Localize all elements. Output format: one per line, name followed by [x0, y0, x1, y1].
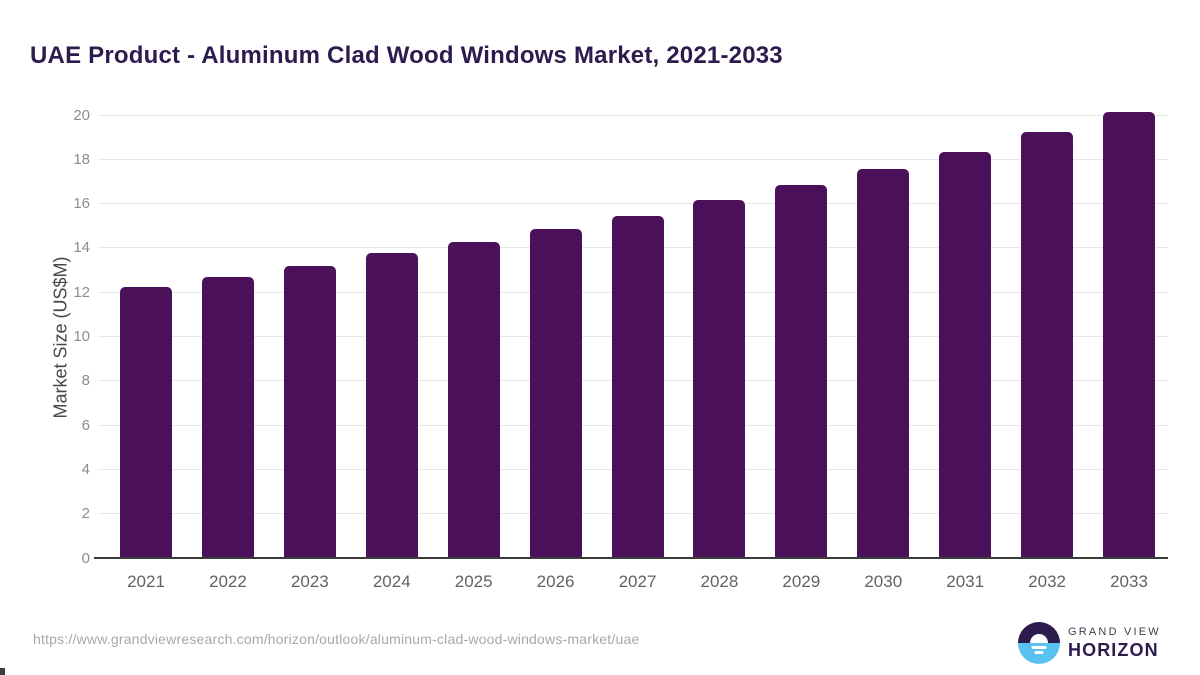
sun-reflection-bar: [1034, 651, 1044, 654]
x-tick-2030: 2030: [864, 572, 903, 591]
x-tick-2024: 2024: [372, 572, 411, 591]
y-tick-10: 10: [73, 328, 90, 345]
y-tick-6: 6: [81, 416, 90, 434]
bar-2022[interactable]: [201, 276, 254, 558]
bar-2023[interactable]: [283, 265, 336, 558]
x-tick-2025: 2025: [454, 572, 493, 591]
sun-reflection-bar: [1031, 646, 1047, 649]
logo-product-name: HORIZON: [1068, 639, 1159, 660]
x-tick-2029: 2029: [782, 572, 821, 591]
bar-2026[interactable]: [529, 229, 582, 558]
source-url: https://www.grandviewresearch.com/horizo…: [33, 631, 640, 647]
x-tick-2027: 2027: [618, 572, 657, 591]
bar-2031[interactable]: [939, 151, 992, 558]
y-tick-8: 8: [81, 372, 90, 390]
y-tick-20: 20: [73, 106, 90, 124]
x-tick-2023: 2023: [290, 572, 329, 591]
y-tick-2: 2: [81, 505, 90, 523]
y-tick-4: 4: [81, 460, 90, 478]
x-tick-2033: 2033: [1110, 572, 1148, 591]
bar-2021[interactable]: [120, 286, 172, 558]
grand-view-horizon-logo: GRAND VIEW HORIZON: [1018, 622, 1161, 664]
sun-icon: [1030, 634, 1048, 643]
y-tick-16: 16: [73, 195, 90, 213]
bar-2025[interactable]: [447, 242, 500, 558]
bar-2027[interactable]: [611, 215, 664, 558]
x-tick-2026: 2026: [536, 572, 575, 591]
bar-2030[interactable]: [857, 169, 910, 558]
bar-2032[interactable]: [1021, 131, 1074, 558]
x-tick-2031: 2031: [946, 572, 985, 591]
logo-text: GRAND VIEW HORIZON: [1068, 626, 1161, 661]
x-tick-2028: 2028: [700, 572, 739, 591]
horizon-sunrise-icon: [1018, 622, 1060, 664]
logo-brand-name: GRAND VIEW: [1068, 625, 1161, 638]
y-tick-0: 0: [81, 549, 90, 567]
gridline-18: [98, 158, 1168, 160]
bar-2028[interactable]: [693, 200, 746, 558]
x-tick-2022: 2022: [208, 572, 247, 591]
gridline-16: [98, 203, 1168, 205]
bar-2024[interactable]: [365, 253, 418, 558]
gridline-20: [98, 114, 1168, 116]
x-tick-2032: 2032: [1028, 572, 1066, 591]
bar-2029[interactable]: [775, 184, 828, 558]
corner-artifact: [0, 668, 5, 675]
bar-2033[interactable]: [1103, 111, 1155, 558]
chart-title: UAE Product - Aluminum Clad Wood Windows…: [30, 42, 783, 70]
y-tick-18: 18: [73, 150, 90, 168]
y-tick-14: 14: [73, 239, 90, 257]
x-tick-2021: 2021: [127, 572, 165, 591]
y-tick-12: 12: [73, 283, 90, 301]
x-axis-line: [94, 557, 1168, 559]
